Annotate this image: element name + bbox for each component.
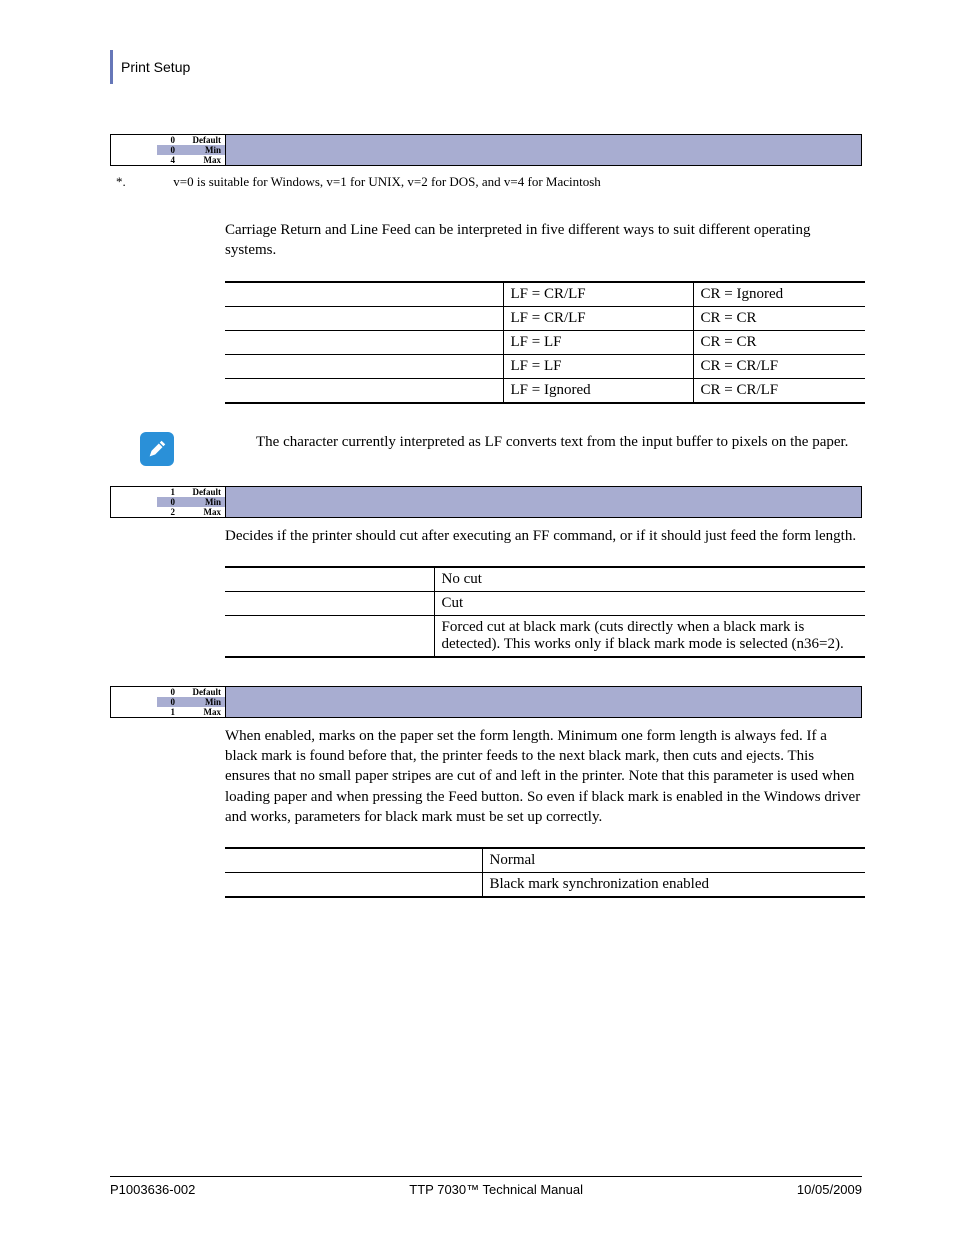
cell: CR = CR/LF [693, 354, 865, 378]
param-label: Max [204, 155, 222, 165]
cell: Forced cut at black mark (cuts directly … [434, 615, 865, 657]
param-val: 0 [161, 135, 175, 145]
cell: Cut [434, 591, 865, 615]
param-values: 0 Default 0 Min 1 Max [157, 687, 225, 717]
paragraph-2: Decides if the printer should cut after … [225, 526, 862, 546]
paragraph-3: When enabled, marks on the paper set the… [225, 726, 862, 827]
param-label: Min [205, 497, 221, 507]
cell: CR = CR/LF [693, 378, 865, 403]
cell: CR = CR [693, 330, 865, 354]
cell [225, 378, 503, 403]
param-label: Default [193, 487, 222, 497]
table-row: LF = CR/LFCR = Ignored [225, 282, 865, 307]
param-val: 0 [161, 697, 175, 707]
cell [225, 848, 482, 873]
cell: Black mark synchronization enabled [482, 873, 865, 898]
footer-center: TTP 7030™ Technical Manual [409, 1182, 583, 1197]
cell [225, 873, 482, 898]
cell: LF = Ignored [503, 378, 693, 403]
note-block: The character currently interpreted as L… [140, 432, 862, 466]
cell [225, 567, 434, 592]
param-desc-shaded [225, 135, 861, 165]
note-icon [140, 432, 174, 466]
param-block-2: 1 Default 0 Min 2 Max [110, 486, 862, 518]
table-row: LF = IgnoredCR = CR/LF [225, 378, 865, 403]
param-val: 1 [161, 487, 175, 497]
cell: No cut [434, 567, 865, 592]
note-text: The character currently interpreted as L… [224, 432, 848, 466]
footnote-text: v=0 is suitable for Windows, v=1 for UNI… [173, 174, 601, 189]
cell: CR = Ignored [693, 282, 865, 307]
table-row: No cut [225, 567, 865, 592]
cell: LF = LF [503, 330, 693, 354]
param-values: 0 Default 0 Min 4 Max [157, 135, 225, 165]
cell [225, 591, 434, 615]
header-title: Print Setup [121, 59, 190, 75]
paragraph-1: Carriage Return and Line Feed can be int… [225, 220, 862, 261]
table-row: Forced cut at black mark (cuts directly … [225, 615, 865, 657]
param-val: 2 [161, 507, 175, 517]
header-accent-bar [110, 50, 113, 84]
cell [225, 306, 503, 330]
table-cut: No cut Cut Forced cut at black mark (cut… [225, 566, 865, 658]
param-label: Min [205, 697, 221, 707]
param-label: Max [204, 707, 222, 717]
cell [225, 354, 503, 378]
table-row: Black mark synchronization enabled [225, 873, 865, 898]
table-row: LF = CR/LFCR = CR [225, 306, 865, 330]
param-desc-shaded [225, 487, 861, 517]
param-label: Min [205, 145, 221, 155]
param-val: 0 [161, 687, 175, 697]
footnote-mark: *. [110, 174, 170, 190]
page-header: Print Setup [110, 50, 862, 84]
table-row: LF = LFCR = CR [225, 330, 865, 354]
cell: CR = CR [693, 306, 865, 330]
cell: LF = CR/LF [503, 282, 693, 307]
param-block-3: 0 Default 0 Min 1 Max [110, 686, 862, 718]
param-desc-shaded [225, 687, 861, 717]
table-blackmark: Normal Black mark synchronization enable… [225, 847, 865, 898]
param-block-1: 0 Default 0 Min 4 Max [110, 134, 862, 166]
cell [225, 282, 503, 307]
table-row: Normal [225, 848, 865, 873]
cell [225, 330, 503, 354]
footer-left: P1003636-002 [110, 1182, 195, 1197]
param-label: Default [193, 687, 222, 697]
param-label: Default [193, 135, 222, 145]
footnote: *. v=0 is suitable for Windows, v=1 for … [110, 174, 862, 190]
cell: Normal [482, 848, 865, 873]
page-footer: P1003636-002 TTP 7030™ Technical Manual … [110, 1176, 862, 1197]
param-val: 0 [161, 145, 175, 155]
cell: LF = LF [503, 354, 693, 378]
param-val: 1 [161, 707, 175, 717]
cell [225, 615, 434, 657]
param-val: 4 [161, 155, 175, 165]
param-val: 0 [161, 497, 175, 507]
footer-right: 10/05/2009 [797, 1182, 862, 1197]
param-label: Max [204, 507, 222, 517]
table-row: LF = LFCR = CR/LF [225, 354, 865, 378]
cell: LF = CR/LF [503, 306, 693, 330]
table-row: Cut [225, 591, 865, 615]
param-values: 1 Default 0 Min 2 Max [157, 487, 225, 517]
table-crlf: LF = CR/LFCR = Ignored LF = CR/LFCR = CR… [225, 281, 865, 404]
